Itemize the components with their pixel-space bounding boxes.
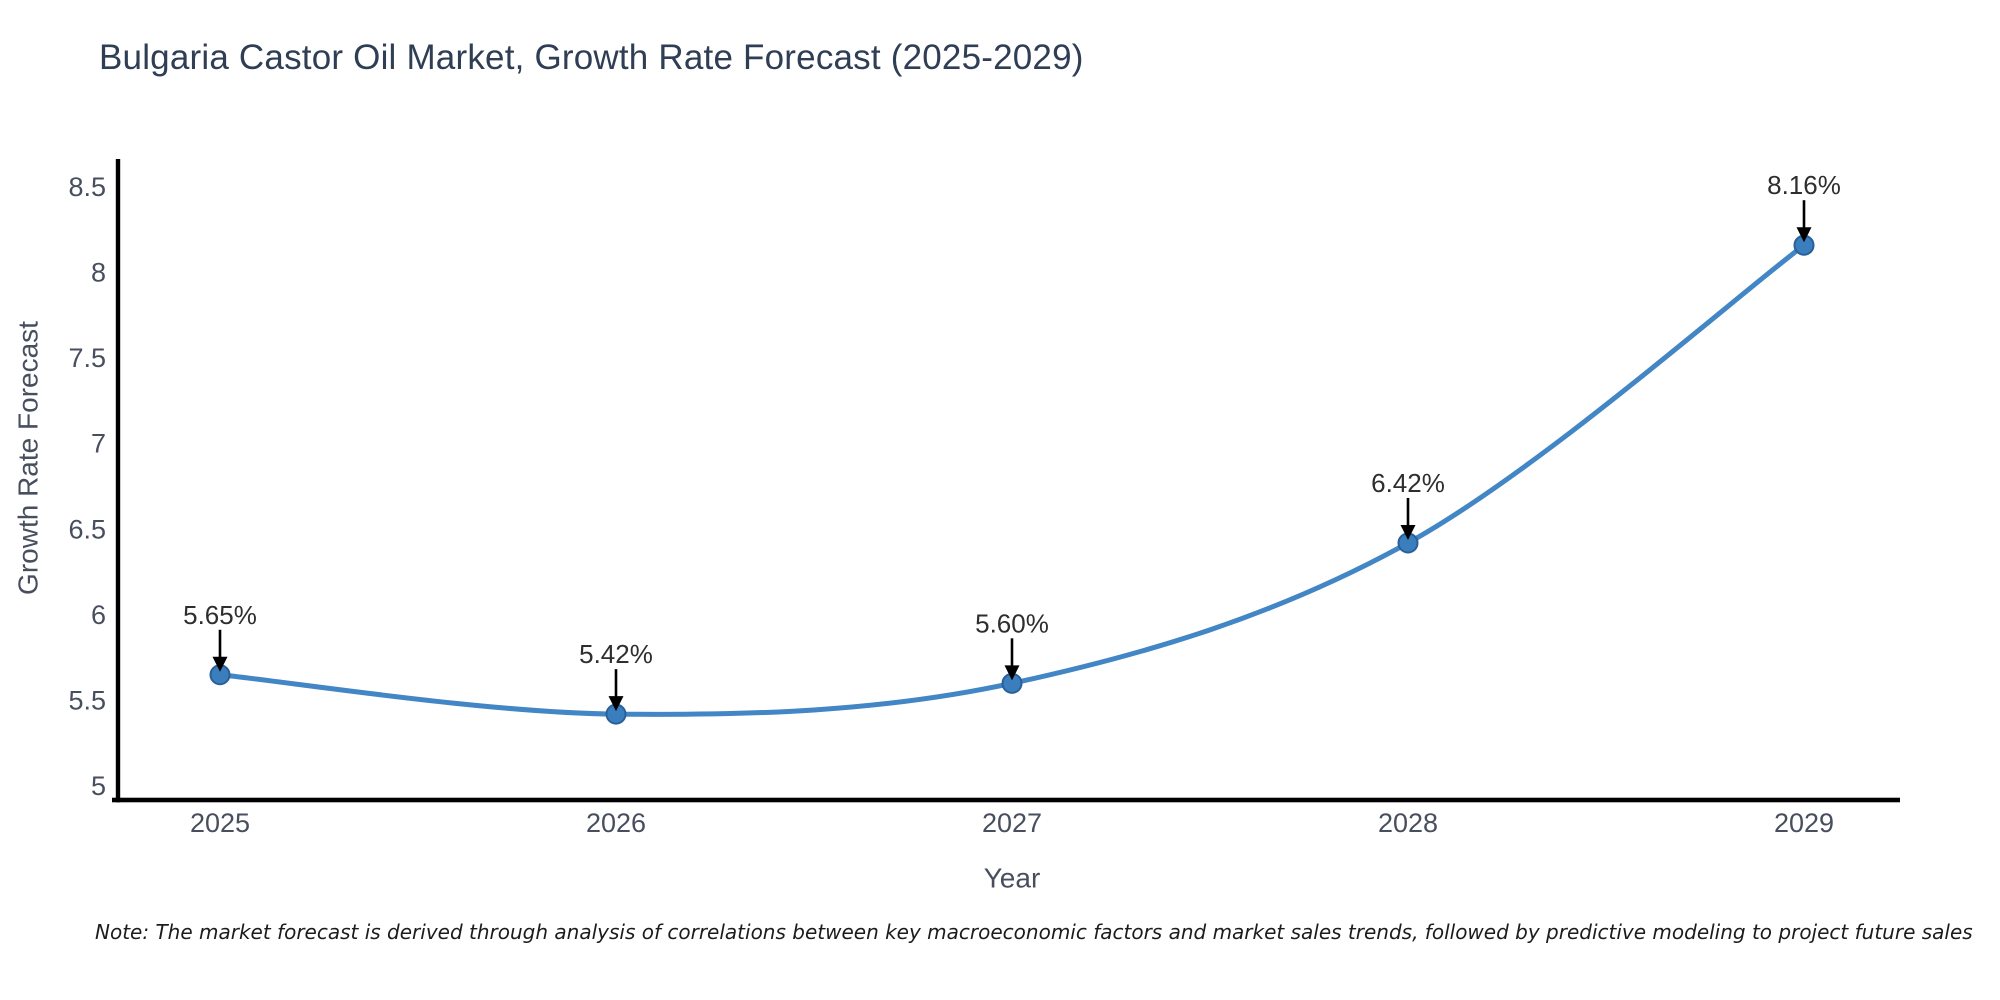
- y-tick-label: 6: [91, 600, 106, 630]
- x-axis-title: Year: [984, 863, 1041, 894]
- y-tick-label: 7.5: [68, 343, 106, 373]
- y-tick-label: 7: [91, 429, 106, 459]
- y-tick-label: 8.5: [68, 172, 106, 202]
- annotation-label: 5.42%: [579, 639, 653, 669]
- x-tick-label: 2026: [586, 808, 646, 838]
- annotation-label: 6.42%: [1371, 468, 1445, 498]
- y-axis-line: [115, 159, 121, 803]
- annotation-label: 5.65%: [183, 600, 257, 630]
- chart-title: Bulgaria Castor Oil Market, Growth Rate …: [99, 38, 1084, 77]
- y-tick-label: 8: [91, 258, 106, 288]
- y-tick-label: 5: [91, 771, 106, 801]
- chart-footnote: Note: The market forecast is derived thr…: [95, 920, 1973, 944]
- x-tick-label: 2025: [190, 808, 250, 838]
- y-tick-label: 5.5: [68, 685, 106, 715]
- annotation-arrowhead-icon: [1796, 227, 1812, 243]
- x-axis-line: [112, 797, 1900, 803]
- annotation-arrowhead-icon: [1400, 524, 1416, 540]
- x-tick-label: 2028: [1378, 808, 1438, 838]
- y-axis-title: Growth Rate Forecast: [13, 321, 44, 595]
- annotation-arrowhead-icon: [1004, 665, 1020, 681]
- annotation-arrowhead-icon: [608, 696, 624, 712]
- x-tick-label: 2027: [982, 808, 1042, 838]
- x-tick-label: 2029: [1774, 808, 1834, 838]
- y-tick-label: 6.5: [68, 514, 106, 544]
- trend-line: [217, 242, 1807, 717]
- annotation-label: 8.16%: [1767, 170, 1841, 200]
- annotation-label: 5.60%: [975, 608, 1049, 638]
- annotation-arrowhead-icon: [212, 656, 228, 672]
